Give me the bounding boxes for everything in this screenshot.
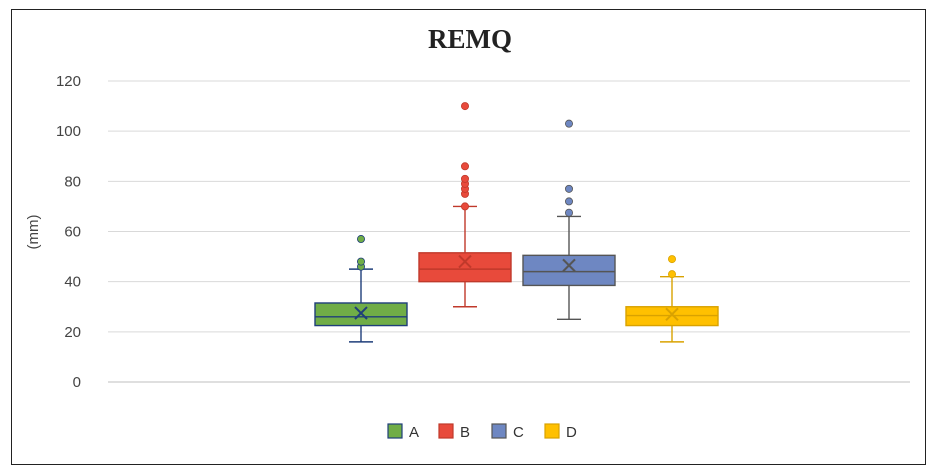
outlier-point xyxy=(460,202,469,211)
y-tick-label: 100 xyxy=(56,123,81,140)
legend-label-d: D xyxy=(566,424,577,441)
outlier-point xyxy=(460,174,469,183)
box-series-a xyxy=(314,235,408,343)
chart-title: REMQ xyxy=(428,24,512,54)
box-series-group xyxy=(314,102,719,343)
outlier-point xyxy=(460,162,469,171)
chart-frame xyxy=(11,9,926,465)
outlier-point xyxy=(565,208,574,217)
mean-marker xyxy=(354,306,368,320)
mean-marker xyxy=(458,254,472,269)
legend-label-a: A xyxy=(409,424,419,441)
y-tick-label: 40 xyxy=(64,274,81,291)
outlier-point xyxy=(356,257,365,266)
y-tick-label: 0 xyxy=(73,374,81,391)
gridlines xyxy=(108,80,910,383)
y-tick-label: 80 xyxy=(64,173,81,190)
y-axis-ticks: 0 20 40 60 80 100 120 xyxy=(56,73,81,391)
box-series-b xyxy=(418,102,512,308)
box xyxy=(418,252,512,283)
legend: A B C D xyxy=(387,423,577,441)
outlier-point xyxy=(668,255,677,264)
mean-marker xyxy=(562,258,576,273)
legend-label-b: B xyxy=(460,424,470,441)
outlier-point xyxy=(565,184,574,193)
outlier-point xyxy=(356,235,365,244)
outlier-point xyxy=(668,270,677,279)
legend-label-c: C xyxy=(513,424,524,441)
box-series-c xyxy=(522,119,616,320)
legend-swatch-a xyxy=(387,423,403,439)
mean-marker xyxy=(665,307,679,321)
y-axis-label: (mm) xyxy=(25,215,42,250)
y-tick-label: 120 xyxy=(56,73,81,90)
legend-swatch-c xyxy=(491,423,507,439)
outlier-point xyxy=(565,119,574,128)
outlier-point xyxy=(460,102,469,111)
y-tick-label: 60 xyxy=(64,224,81,241)
legend-swatch-d xyxy=(544,423,560,439)
y-tick-label: 20 xyxy=(64,324,81,341)
box xyxy=(522,254,616,287)
box-series-d xyxy=(625,255,719,343)
outlier-point xyxy=(565,197,574,206)
legend-swatch-b xyxy=(438,423,454,439)
